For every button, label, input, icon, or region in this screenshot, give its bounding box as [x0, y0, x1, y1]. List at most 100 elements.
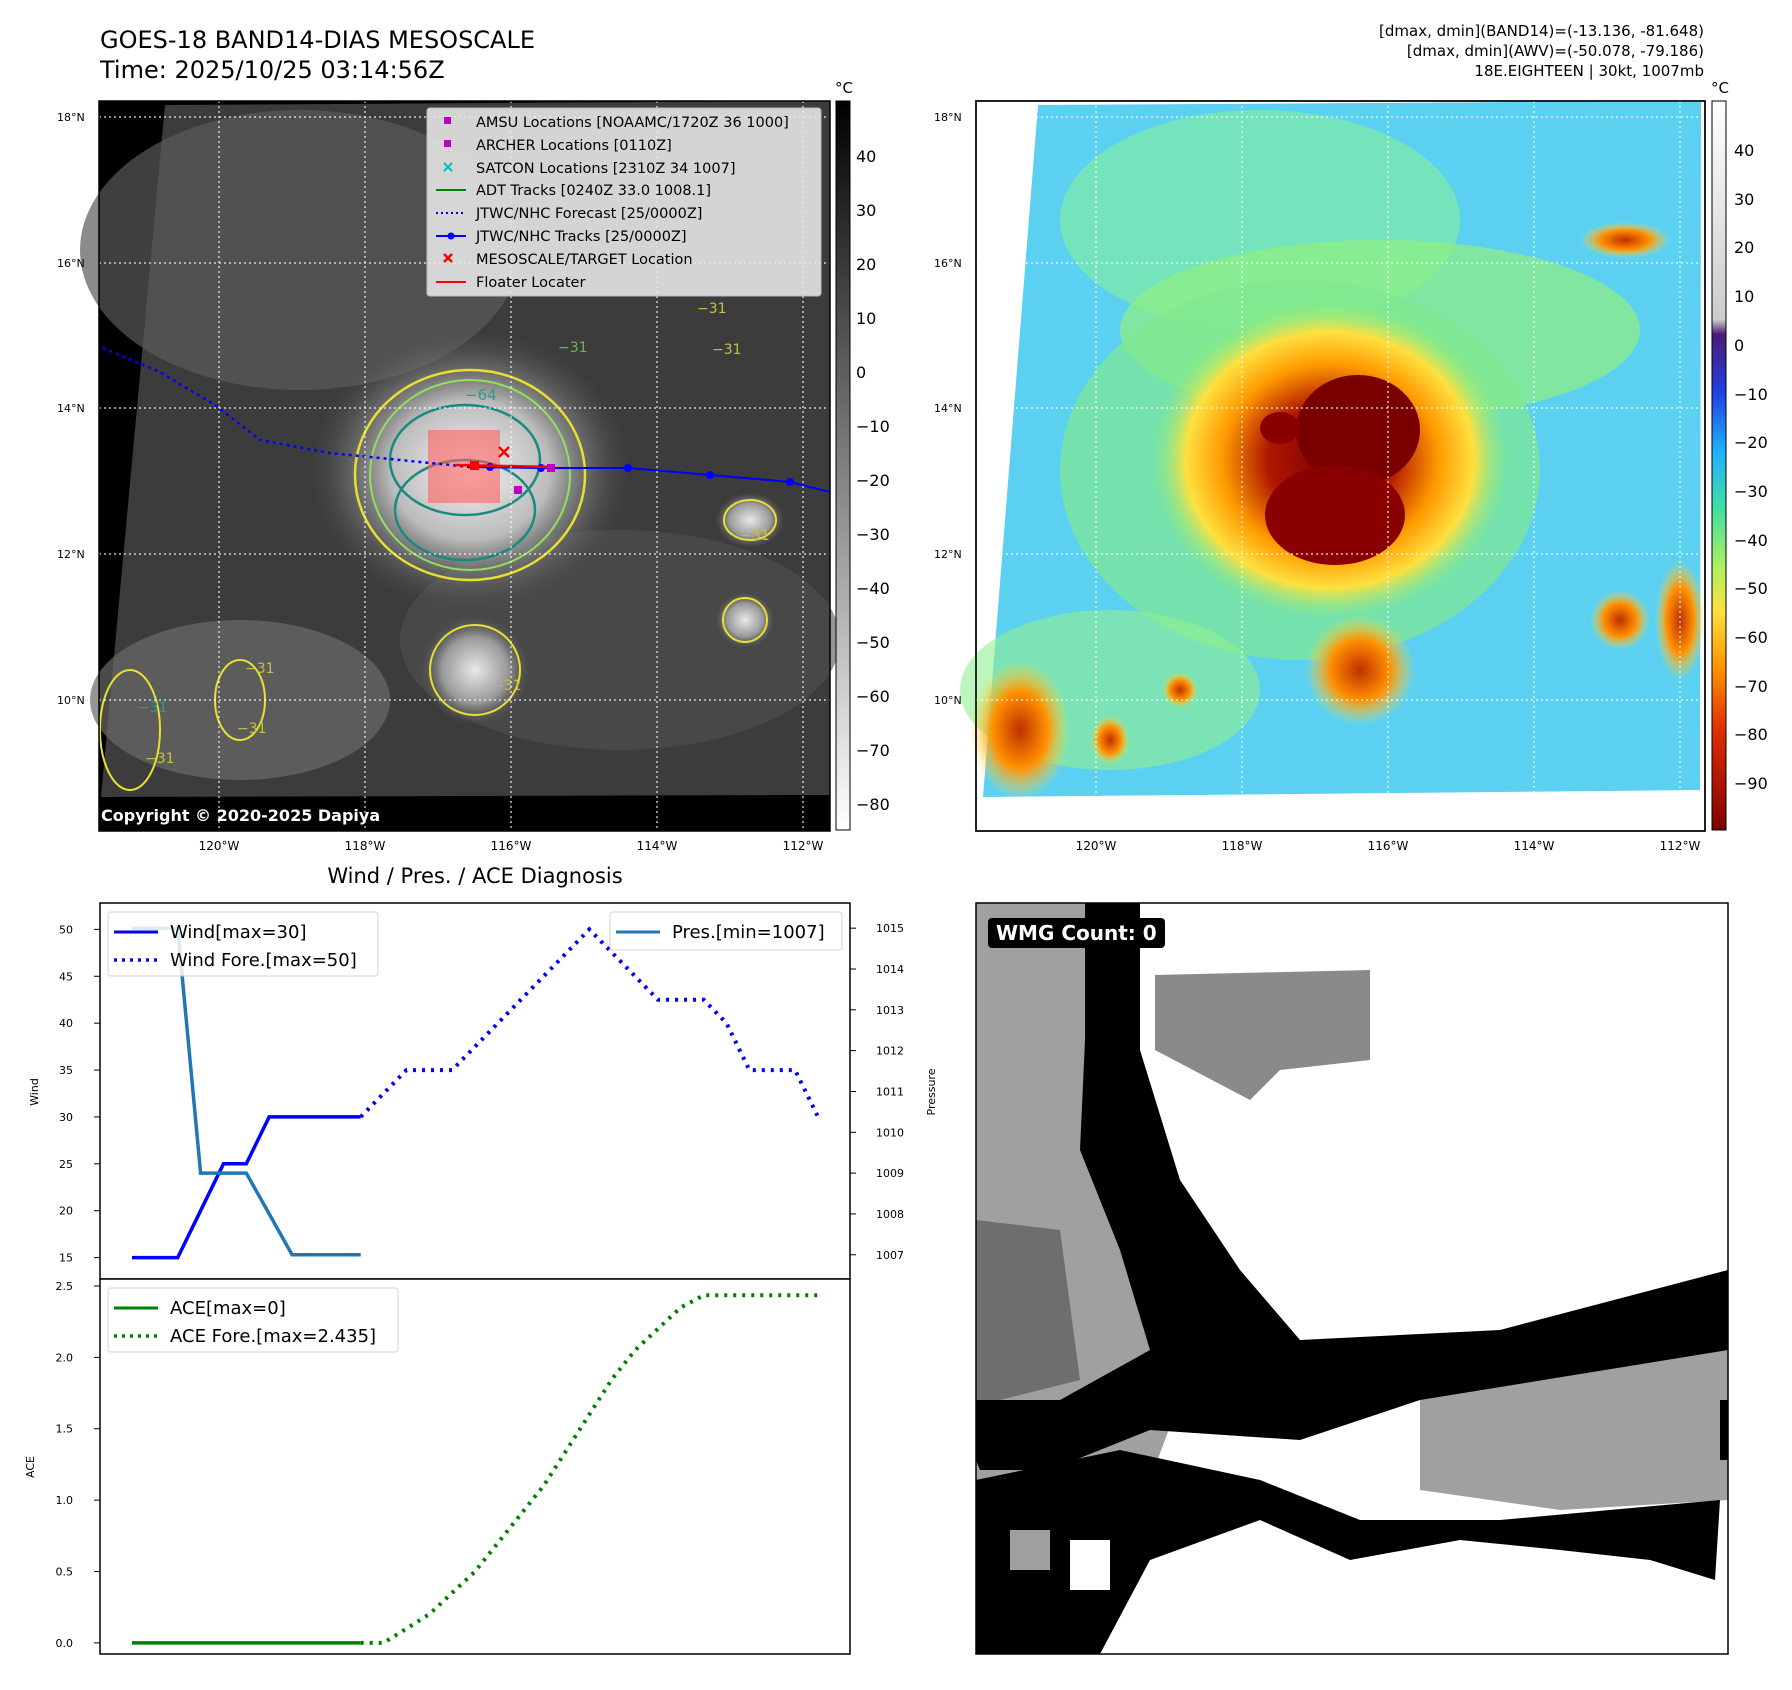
- cbar-tick: −30: [856, 525, 890, 544]
- cbar-tick: 40: [1734, 141, 1754, 160]
- cbar-tick: −10: [856, 417, 890, 436]
- lat-label: 10°N: [57, 694, 85, 707]
- amsu-marker: [547, 464, 555, 472]
- pressure-tick-label: 1011: [876, 1085, 904, 1098]
- figure-title: GOES-18 BAND14-DIAS MESOSCALE: [100, 26, 536, 54]
- lat-label: 16°N: [934, 257, 962, 270]
- forecast-track: [102, 346, 471, 469]
- legend-amsu: AMSU Locations [NOAAMC/1720Z 36 1000]: [476, 115, 789, 131]
- pressure-legend: Pres.[min=1007]: [609, 911, 843, 951]
- wind-tick-label: 20: [59, 1205, 73, 1218]
- cbar-tick: 40: [856, 147, 876, 166]
- lon-label: 112°W: [783, 839, 824, 853]
- lon-label: 120°W: [199, 839, 240, 853]
- lat-label: 12°N: [934, 548, 962, 561]
- wind-legend: Wind[max=30] Wind Fore.[max=50]: [107, 911, 379, 977]
- left-map-lon-labels: 120°W 118°W 116°W 114°W 112°W: [199, 839, 824, 853]
- contour-label: −31: [145, 751, 175, 767]
- cbar-tick: −20: [856, 471, 890, 490]
- wind-tick-label: 35: [59, 1064, 73, 1077]
- pressure-y-axis: 1015 1014 1013 1012 1011 1010 1009 1008 1007: [850, 922, 904, 1262]
- lon-label: 118°W: [345, 839, 386, 853]
- observed-track: [469, 466, 831, 493]
- wind-tick-label: 40: [59, 1017, 73, 1030]
- pressure-ylabel: Pressure: [925, 1068, 938, 1115]
- info-band14: [dmax, dmin](BAND14)=(-13.136, -81.648): [1379, 22, 1704, 40]
- left-colorbar: °C 40 30 20 10 0 −10 −20 −30 −40 −50 −60…: [835, 79, 890, 831]
- cbar-tick: −20: [1734, 433, 1768, 452]
- contour-label: −31: [697, 301, 727, 317]
- cbar-tick: 10: [1734, 287, 1754, 306]
- wind-tick-label: 50: [59, 923, 73, 936]
- legend-ace-fore: ACE Fore.[max=2.435]: [170, 1326, 376, 1347]
- cbar-tick: −10: [1734, 385, 1768, 404]
- legend-wind: Wind[max=30]: [170, 922, 307, 943]
- colorbar-unit: °C: [835, 79, 853, 97]
- legend-adt: ADT Tracks [0240Z 33.0 1008.1]: [476, 183, 711, 199]
- lat-label: 14°N: [57, 402, 85, 415]
- contour-label: −31: [712, 342, 742, 358]
- pressure-tick-label: 1007: [876, 1249, 904, 1262]
- legend-satcon: SATCON Locations [2310Z 34 1007]: [476, 161, 735, 177]
- contour-label: −31: [558, 340, 588, 356]
- cbar-tick: −90: [1734, 774, 1768, 793]
- contour-label: −31: [492, 678, 522, 694]
- pressure-tick-label: 1014: [876, 963, 904, 976]
- lat-label: 18°N: [57, 111, 85, 124]
- legend-ace: ACE[max=0]: [170, 1298, 286, 1319]
- cbar-tick: 20: [1734, 238, 1754, 257]
- left-map-lat-labels: 18°N 16°N 14°N 12°N 10°N: [57, 111, 85, 707]
- legend-floater: Floater Locater: [476, 275, 585, 291]
- lat-label: 16°N: [57, 257, 85, 270]
- lon-label: 116°W: [491, 839, 532, 853]
- ace-ylabel: ACE: [24, 1456, 37, 1478]
- contour-inner-1: [388, 403, 542, 517]
- lat-label: 10°N: [934, 694, 962, 707]
- legend-forecast: JTWC/NHC Forecast [25/0000Z]: [475, 206, 702, 222]
- copyright-text: Copyright © 2020-2025 Dapiya: [101, 806, 381, 825]
- cbar-tick: 0: [856, 363, 866, 382]
- contour-mid: [369, 379, 571, 571]
- contour-label: −31: [740, 528, 770, 544]
- wind-tick-label: 30: [59, 1111, 73, 1124]
- cbar-tick: −70: [856, 741, 890, 760]
- wmg-count-badge: WMG Count: 0: [988, 918, 1165, 948]
- cbar-tick: 10: [856, 309, 876, 328]
- ace-tick-label: 0.0: [56, 1637, 74, 1650]
- lon-label: 116°W: [1368, 839, 1409, 853]
- cbar-tick: −80: [1734, 725, 1768, 744]
- legend-wind-fore: Wind Fore.[max=50]: [170, 950, 357, 971]
- cbar-tick: −80: [856, 795, 890, 814]
- cbar-tick: −70: [1734, 677, 1768, 696]
- wind-forecast-line: [359, 926, 820, 1119]
- info-awv: [dmax, dmin](AWV)=(-50.078, -79.186): [1406, 42, 1704, 60]
- contour-label: −31: [237, 721, 267, 737]
- wind-line: [132, 1115, 361, 1260]
- ace-tick-label: 1.0: [56, 1494, 74, 1507]
- contour-label: −64: [465, 386, 497, 404]
- contour-outer: [353, 368, 587, 582]
- legend-tracks: JTWC/NHC Tracks [25/0000Z]: [475, 229, 687, 245]
- ace-tick-label: 0.5: [56, 1565, 74, 1578]
- pressure-tick-label: 1008: [876, 1208, 904, 1221]
- cbar-tick: −30: [1734, 482, 1768, 501]
- pressure-tick-label: 1013: [876, 1004, 904, 1017]
- legend-pres: Pres.[min=1007]: [672, 922, 825, 943]
- wind-tick-label: 15: [59, 1252, 73, 1265]
- cbar-tick: −40: [856, 579, 890, 598]
- ace-tick-label: 2.5: [56, 1280, 74, 1293]
- cbar-tick: 30: [856, 201, 876, 220]
- contour-label: −31: [245, 661, 275, 677]
- lon-label: 118°W: [1222, 839, 1263, 853]
- legend-target: MESOSCALE/TARGET Location: [476, 252, 693, 268]
- cbar-tick: −60: [856, 687, 890, 706]
- cbar-tick: 20: [856, 255, 876, 274]
- cbar-tick: 0: [1734, 336, 1744, 355]
- right-map: [960, 100, 1706, 832]
- cbar-tick: −50: [1734, 579, 1768, 598]
- archer-marker: [514, 486, 522, 494]
- wind-tick-label: 45: [59, 970, 73, 983]
- cbar-tick: 30: [1734, 190, 1754, 209]
- ace-y-axis: 2.5 2.0 1.5 1.0 0.5 0.0: [56, 1280, 100, 1650]
